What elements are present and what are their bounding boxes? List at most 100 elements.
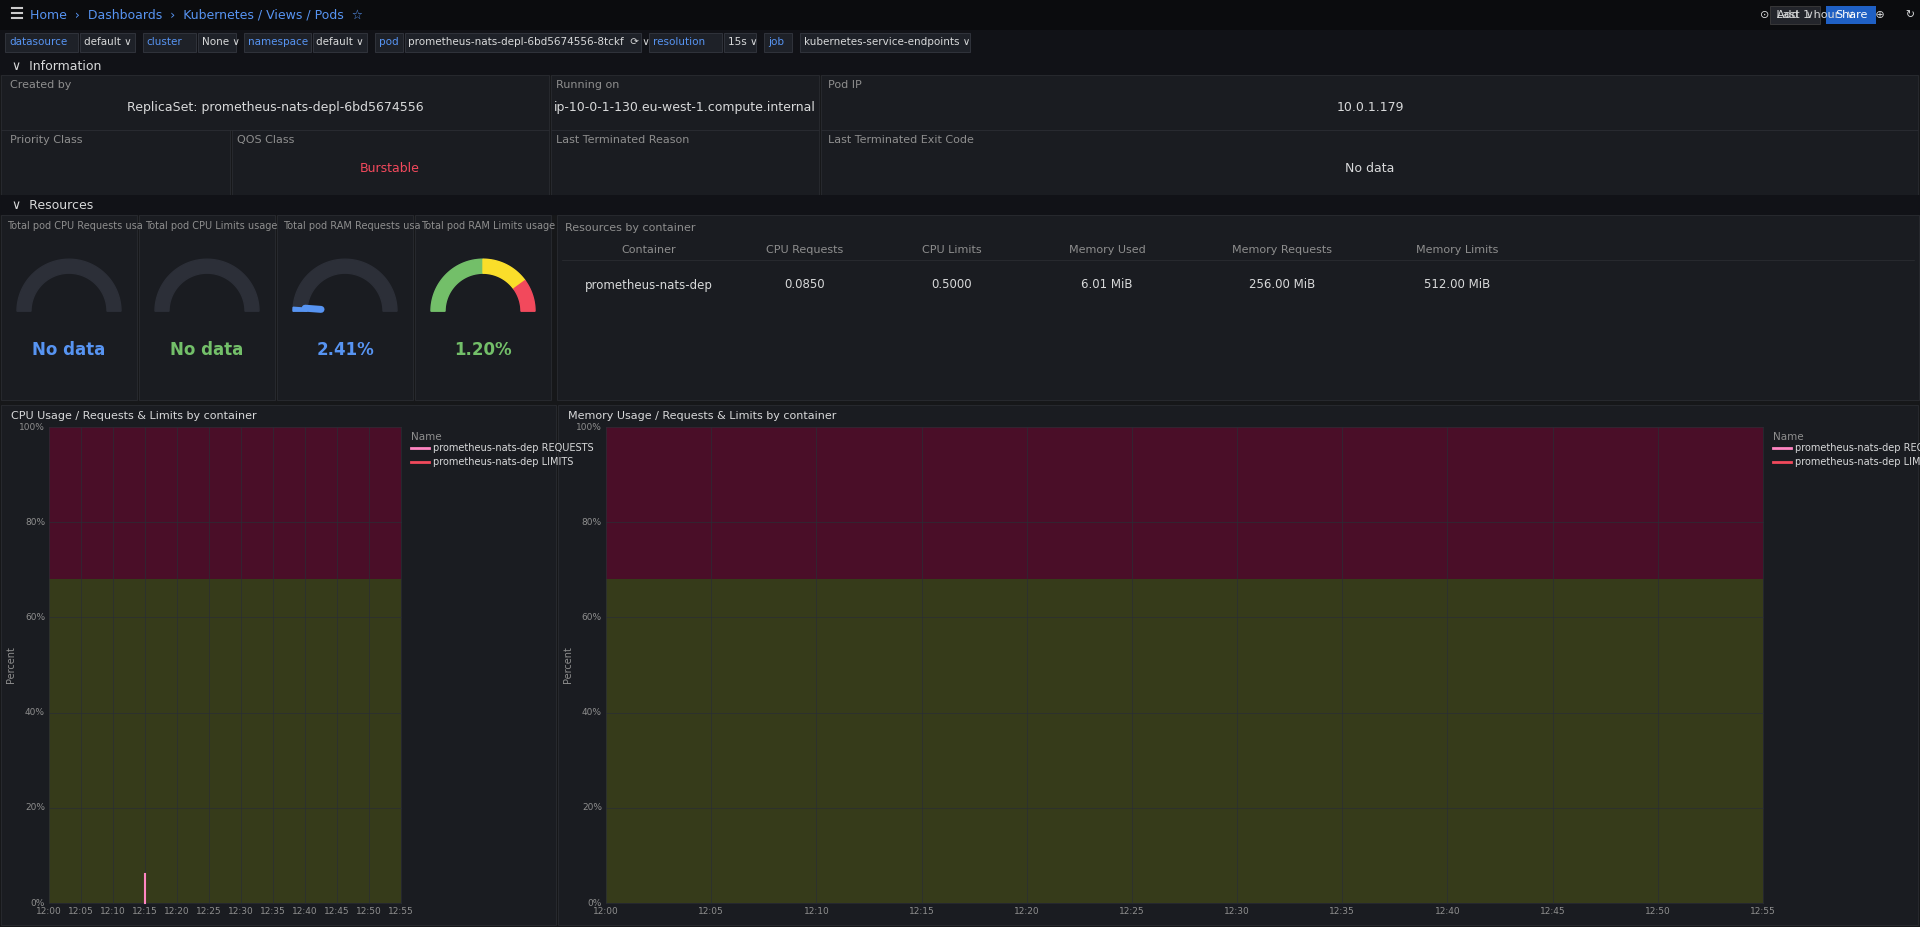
Text: 15s ∨: 15s ∨ — [728, 37, 756, 47]
Text: 0%: 0% — [588, 898, 603, 908]
Bar — [244, 33, 311, 52]
Text: Name: Name — [411, 432, 442, 442]
Text: Percent: Percent — [6, 646, 15, 683]
Bar — [0, 195, 1920, 215]
Text: 12:40: 12:40 — [292, 907, 319, 916]
Text: 2.41%: 2.41% — [317, 341, 374, 359]
Text: 12:00: 12:00 — [593, 907, 618, 916]
Bar — [138, 215, 275, 400]
Text: job: job — [768, 37, 783, 47]
Text: prometheus-nats-dep: prometheus-nats-dep — [584, 278, 712, 291]
Text: 1.20%: 1.20% — [455, 341, 513, 359]
Text: 0.5000: 0.5000 — [931, 278, 972, 291]
Bar — [607, 427, 1763, 579]
Text: 12:10: 12:10 — [100, 907, 127, 916]
Text: 100%: 100% — [576, 423, 603, 431]
Text: ∨  Resources: ∨ Resources — [12, 198, 94, 211]
Text: 0.0850: 0.0850 — [783, 278, 826, 291]
Text: 20%: 20% — [25, 804, 44, 812]
Text: 12:20: 12:20 — [165, 907, 190, 916]
Text: 512.00 MiB: 512.00 MiB — [1425, 278, 1490, 291]
Bar — [551, 130, 820, 195]
Text: Add  ∨: Add ∨ — [1776, 10, 1812, 20]
Text: Resources by container: Resources by container — [564, 223, 695, 233]
Text: ip-10-0-1-130.eu-west-1.compute.internal: ip-10-0-1-130.eu-west-1.compute.internal — [555, 100, 816, 113]
Bar — [0, 30, 1920, 57]
Text: 10.0.1.179: 10.0.1.179 — [1336, 100, 1404, 113]
Text: 256.00 MiB: 256.00 MiB — [1248, 278, 1315, 291]
Text: 12:05: 12:05 — [67, 907, 94, 916]
Text: 12:15: 12:15 — [132, 907, 157, 916]
Text: 12:30: 12:30 — [228, 907, 253, 916]
Bar — [764, 33, 791, 52]
Bar — [607, 579, 1763, 903]
Text: 80%: 80% — [25, 517, 44, 527]
Text: 12:50: 12:50 — [355, 907, 382, 916]
Polygon shape — [156, 260, 259, 311]
Text: cluster: cluster — [146, 37, 182, 47]
Text: Running on: Running on — [557, 80, 620, 90]
Text: Last Terminated Reason: Last Terminated Reason — [557, 135, 689, 145]
Text: resolution: resolution — [653, 37, 705, 47]
Text: 20%: 20% — [582, 804, 603, 812]
Polygon shape — [294, 307, 307, 311]
Text: prometheus-nats-dep REQUESTS: prometheus-nats-dep REQUESTS — [434, 443, 593, 453]
Bar — [142, 33, 196, 52]
Text: No data: No data — [33, 341, 106, 359]
Bar — [50, 579, 401, 903]
Text: namespace: namespace — [248, 37, 307, 47]
Bar — [81, 33, 134, 52]
Text: prometheus-nats-dep LIMITS: prometheus-nats-dep LIMITS — [1795, 457, 1920, 467]
Text: 12:25: 12:25 — [1119, 907, 1144, 916]
Text: None ∨: None ∨ — [202, 37, 240, 47]
Text: 12:45: 12:45 — [1540, 907, 1565, 916]
Bar — [405, 33, 641, 52]
Text: 12:25: 12:25 — [196, 907, 223, 916]
Text: Pod IP: Pod IP — [828, 80, 862, 90]
Text: ReplicaSet: prometheus-nats-depl-6bd5674556: ReplicaSet: prometheus-nats-depl-6bd5674… — [127, 100, 422, 113]
Text: 40%: 40% — [582, 708, 603, 717]
Text: 80%: 80% — [582, 517, 603, 527]
Bar — [6, 33, 79, 52]
Text: 6.01 MiB: 6.01 MiB — [1081, 278, 1133, 291]
Text: Container: Container — [622, 245, 676, 255]
Text: prometheus-nats-depl-6bd5674556-8tckf  ⟳ ∨: prometheus-nats-depl-6bd5674556-8tckf ⟳ … — [409, 37, 651, 47]
Bar — [313, 33, 367, 52]
Text: Home  ›  Dashboards  ›  Kubernetes / Views / Pods  ☆: Home › Dashboards › Kubernetes / Views /… — [31, 8, 363, 21]
Bar — [799, 33, 970, 52]
Text: CPU Limits: CPU Limits — [922, 245, 981, 255]
Text: Memory Limits: Memory Limits — [1415, 245, 1498, 255]
Text: 12:05: 12:05 — [699, 907, 724, 916]
Text: datasource: datasource — [10, 37, 67, 47]
Text: Name: Name — [1772, 432, 1803, 442]
Text: CPU Requests: CPU Requests — [766, 245, 843, 255]
Text: 100%: 100% — [19, 423, 44, 431]
Bar — [2, 130, 230, 195]
Text: Memory Requests: Memory Requests — [1233, 245, 1332, 255]
Text: default ∨: default ∨ — [317, 37, 365, 47]
Text: ⊙  Last 1 hour  ∨      ⊕      ↻  30s  ∨     ∧: ⊙ Last 1 hour ∨ ⊕ ↻ 30s ∨ ∧ — [1761, 10, 1920, 20]
Text: No data: No data — [171, 341, 244, 359]
Text: Priority Class: Priority Class — [10, 135, 83, 145]
Text: 12:45: 12:45 — [324, 907, 349, 916]
Polygon shape — [294, 260, 397, 311]
Bar — [1770, 6, 1820, 24]
Text: 60%: 60% — [582, 613, 603, 622]
Text: pod: pod — [378, 37, 399, 47]
Text: 12:50: 12:50 — [1645, 907, 1670, 916]
Text: Total pod CPU Requests usa: Total pod CPU Requests usa — [8, 221, 142, 231]
Bar — [50, 427, 401, 579]
Text: Percent: Percent — [563, 646, 572, 683]
Text: 12:30: 12:30 — [1225, 907, 1250, 916]
Text: 12:20: 12:20 — [1014, 907, 1039, 916]
Bar — [2, 405, 557, 925]
Polygon shape — [430, 260, 536, 311]
Text: 40%: 40% — [25, 708, 44, 717]
Bar — [0, 0, 1920, 30]
Text: prometheus-nats-dep REQUESTS: prometheus-nats-dep REQUESTS — [1795, 443, 1920, 453]
Text: 60%: 60% — [25, 613, 44, 622]
Text: kubernetes-service-endpoints ∨: kubernetes-service-endpoints ∨ — [803, 37, 970, 47]
Text: 12:55: 12:55 — [388, 907, 415, 916]
Text: Total pod CPU Limits usage: Total pod CPU Limits usage — [146, 221, 276, 231]
Text: 12:35: 12:35 — [259, 907, 286, 916]
